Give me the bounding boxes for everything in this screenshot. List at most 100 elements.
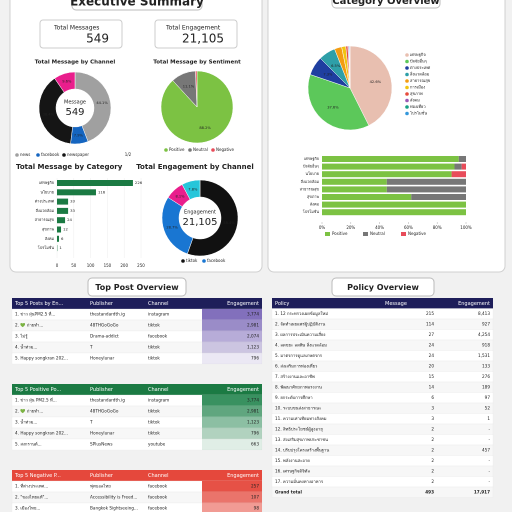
cell: 5. มาตรการดูแลเกษตรกร xyxy=(275,353,323,359)
cell: 796 xyxy=(251,356,259,361)
header-cell xyxy=(12,470,87,481)
legend-swatch xyxy=(401,232,406,236)
cell: 1. ข่าว ฝุ่น PM2.5 ที่... xyxy=(15,397,57,404)
cell: 2,981 xyxy=(247,323,259,328)
cell: 2 xyxy=(431,437,434,442)
cell: 2,981 xyxy=(247,409,259,414)
cell: 2 xyxy=(431,479,434,484)
cell: tiktok xyxy=(148,345,160,350)
legend-label: โปรโมชั่น xyxy=(410,111,427,116)
slice-label: 42.6% xyxy=(370,80,382,84)
cell: 133 xyxy=(482,363,490,368)
column-header: Top 5 Positive Po... xyxy=(14,387,62,393)
center-label: Engagement xyxy=(184,210,216,216)
cell: 796 xyxy=(251,431,259,436)
cell: 15 xyxy=(429,374,435,379)
legend-swatch xyxy=(405,59,409,64)
slice xyxy=(38,78,73,144)
cell: facebook xyxy=(148,334,168,339)
cell: 3. ไม่รู้ xyxy=(15,333,28,340)
cell: 2. "ของไทยแท้"... xyxy=(15,494,48,500)
bar-segment xyxy=(322,163,455,170)
cell: 189 xyxy=(482,384,490,389)
y-tick-label: สาธารณสุข xyxy=(300,186,320,192)
cell: 1 xyxy=(487,416,490,421)
page-title: Executive Summary xyxy=(70,0,204,9)
cell: 3. ผลการประเมินความเสี่ยง xyxy=(275,331,325,337)
chart-title: Total Message by Channel xyxy=(35,60,116,66)
cell: Drama-addict xyxy=(90,334,119,339)
header-cell xyxy=(202,470,262,481)
cell: facebook xyxy=(148,495,168,500)
value-label: 226 xyxy=(135,180,143,185)
engagement-cell xyxy=(202,353,262,364)
cell: youtube xyxy=(148,442,166,447)
total-cell: 493 xyxy=(425,489,434,494)
cell: - xyxy=(488,437,490,442)
legend-label: Positive xyxy=(332,231,348,236)
y-tick-label: ต่างประเทศ xyxy=(35,199,55,204)
bar xyxy=(57,207,69,214)
title-box xyxy=(331,0,441,9)
header-cell xyxy=(145,298,202,309)
header-cell xyxy=(87,384,145,395)
slice-label: 44.1% xyxy=(96,101,108,105)
legend-label: Neutral xyxy=(193,147,208,152)
header-cell xyxy=(87,298,145,309)
column-header: Message xyxy=(385,301,407,307)
cell: 2. 💚 ถ่ายทำ... xyxy=(15,323,43,328)
column-header: Top 5 Posts by En... xyxy=(14,301,64,307)
engagement-cell xyxy=(202,503,262,512)
center-label: Message xyxy=(64,100,86,106)
cell: 11. ความเท่าเทียมทางสังคม xyxy=(275,416,327,421)
slice-label: 28.7% xyxy=(166,226,178,230)
legend-label: facebook xyxy=(41,152,60,157)
x-tick-label: 100% xyxy=(460,225,472,230)
engagement-cell xyxy=(202,492,262,503)
cell: 663 xyxy=(251,442,259,447)
cell: Honeylunar xyxy=(90,356,114,361)
cell: 13. ส่งเสริมสุขภาพประชาชน xyxy=(275,437,328,443)
cell: 48THGoGoGo xyxy=(90,323,119,328)
y-tick-label: นโยบาย xyxy=(305,171,319,176)
column-header: Policy xyxy=(275,301,289,307)
header-cell xyxy=(12,384,87,395)
y-tick-label: สุขภาพ xyxy=(307,194,320,200)
cell: 3 xyxy=(431,405,434,410)
cell: 1,531 xyxy=(478,353,490,358)
bar xyxy=(57,180,133,186)
cell: 1. 12 กระทรวงเผยข้อมูลใหม่ xyxy=(275,310,328,317)
column-header: Channel xyxy=(148,473,169,479)
column-header: Publisher xyxy=(90,473,114,479)
slice-label: 37.6% xyxy=(327,106,339,110)
cell: ฟุตบอลไทย xyxy=(90,483,111,490)
cell: 2 xyxy=(431,458,434,463)
legend-swatch xyxy=(405,111,409,116)
legend-swatch xyxy=(202,259,206,263)
cell: tiktok xyxy=(148,323,160,328)
cell: thestandardth.ig xyxy=(90,398,125,403)
slice xyxy=(349,45,393,126)
kpi-label: Total Messages xyxy=(53,25,99,32)
slice-label: 6.5% xyxy=(331,64,341,68)
slice-label: 38.4% xyxy=(43,113,55,117)
x-tick-label: 150 xyxy=(104,263,112,268)
kpi-card xyxy=(154,19,238,49)
legend-swatch xyxy=(62,153,66,157)
x-tick-label: 80% xyxy=(433,225,442,230)
engagement-cell xyxy=(202,342,262,353)
cell: facebook xyxy=(148,506,168,511)
cell: 4. Happy songkran 202... xyxy=(15,431,68,436)
column-header: Engagement xyxy=(227,387,259,393)
legend-swatch xyxy=(405,53,409,57)
cell: 2 xyxy=(431,426,434,431)
header-cell xyxy=(202,384,262,395)
bar-segment xyxy=(461,163,466,170)
bar-segment xyxy=(386,178,466,185)
cell: 14 xyxy=(429,384,435,389)
column-header: Publisher xyxy=(90,301,114,307)
cell: 24 xyxy=(429,342,435,347)
x-tick-label: 60% xyxy=(404,225,413,230)
cell: 5. สงกรานต์... xyxy=(15,442,42,447)
